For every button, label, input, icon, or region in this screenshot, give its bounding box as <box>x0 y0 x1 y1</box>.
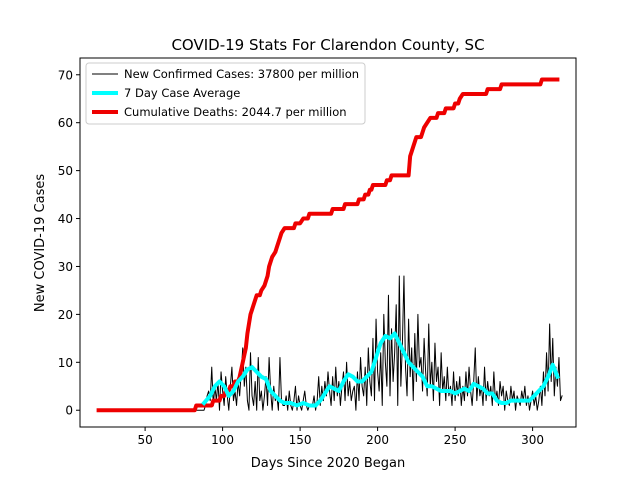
legend-label-new-cases: New Confirmed Cases: 37800 per million <box>124 67 359 81</box>
x-tick-label: 100 <box>211 433 234 447</box>
legend-label-cumulative-deaths: Cumulative Deaths: 2044.7 per million <box>124 105 347 119</box>
legend: New Confirmed Cases: 37800 per million 7… <box>85 62 366 125</box>
x-axis-label: Days Since 2020 Began <box>251 456 406 471</box>
y-tick-label: 40 <box>58 212 73 226</box>
legend-box <box>85 62 366 125</box>
y-tick-label: 70 <box>58 68 73 82</box>
y-tick-label: 20 <box>58 308 73 322</box>
y-tick-label: 60 <box>58 116 73 130</box>
y-axis-ticks: 0 10 20 30 40 50 60 70 <box>58 68 80 418</box>
x-tick-label: 50 <box>137 433 152 447</box>
x-tick-label: 300 <box>521 433 544 447</box>
y-tick-label: 0 <box>65 404 73 418</box>
x-tick-label: 150 <box>289 433 312 447</box>
y-tick-label: 50 <box>58 164 73 178</box>
x-tick-label: 250 <box>444 433 467 447</box>
x-tick-label: 200 <box>366 433 389 447</box>
x-axis-ticks: 50 100 150 200 250 300 <box>137 427 544 447</box>
y-tick-label: 10 <box>58 356 73 370</box>
series-cumulative-deaths <box>96 77 560 413</box>
series-7-day-average <box>201 331 560 408</box>
series-layer <box>96 77 563 413</box>
chart-title: COVID-19 Stats For Clarendon County, SC <box>171 36 484 54</box>
y-tick-label: 30 <box>58 260 73 274</box>
legend-label-7-day-average: 7 Day Case Average <box>124 86 240 100</box>
plot-frame <box>79 57 577 428</box>
y-axis-label: New COVID-19 Cases <box>33 174 48 312</box>
